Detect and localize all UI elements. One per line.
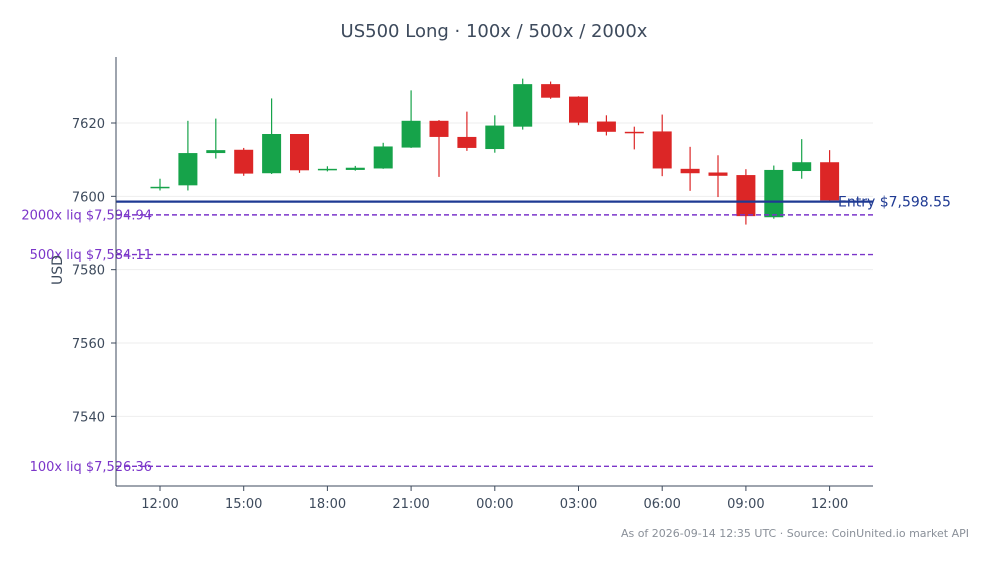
candle [624, 126, 644, 150]
candle [680, 146, 700, 191]
candle [820, 150, 840, 202]
liquidation-label: 500x liq $7,584.11 [30, 248, 152, 263]
candle-body [345, 167, 365, 170]
candle [708, 155, 728, 198]
x-tick-label: 21:00 [392, 497, 429, 512]
x-tick-label: 15:00 [225, 497, 262, 512]
candle [596, 115, 616, 136]
candle [736, 169, 756, 225]
candle-body [708, 172, 728, 176]
chart-title: US500 Long · 100x / 500x / 2000x [341, 21, 648, 42]
candle [541, 81, 561, 99]
candle [206, 118, 226, 159]
candle-body [541, 84, 561, 98]
candle [652, 114, 672, 177]
x-tick-label: 18:00 [309, 497, 346, 512]
x-tick-label: 00:00 [476, 497, 513, 512]
grid-lines [116, 122, 873, 417]
candle-body [485, 125, 505, 150]
x-tick-label: 12:00 [811, 497, 848, 512]
candle-body [736, 175, 756, 217]
candle [234, 147, 254, 176]
x-tick-label: 12:00 [141, 497, 178, 512]
candle-body [652, 131, 672, 169]
y-tick-label: 7620 [72, 117, 105, 132]
candle-body [624, 131, 644, 134]
y-tick-label: 7560 [72, 337, 105, 352]
x-tick-label: 03:00 [560, 497, 597, 512]
candle [373, 142, 393, 169]
candle-body [792, 162, 812, 172]
candle-body [457, 136, 477, 148]
candle [345, 165, 365, 171]
candle-body [401, 120, 421, 148]
candle-body [178, 153, 198, 186]
y-tick-label: 7580 [72, 264, 105, 279]
candle [485, 115, 505, 153]
candle [513, 78, 533, 130]
candle-body [317, 168, 337, 171]
candle [401, 90, 421, 148]
candle-body [429, 120, 449, 137]
y-tick-label: 7540 [72, 410, 105, 425]
candle-body [569, 96, 588, 123]
candle [792, 139, 812, 179]
candle-body [596, 121, 616, 132]
y-axis-ticks: 7540 7560 7580 7600 7620 [72, 117, 116, 425]
candle [290, 134, 309, 173]
liquidation-label: 2000x liq $7,594.94 [21, 208, 152, 223]
candle-body [764, 169, 784, 218]
candle-body [680, 168, 700, 174]
candle-body [150, 186, 170, 189]
candle-body [513, 84, 533, 127]
x-tick-label: 06:00 [643, 497, 680, 512]
reference-lines: Entry $7,598.55 2000x liq $7,594.94 500x l… [21, 195, 951, 475]
x-tick-label: 09:00 [727, 497, 764, 512]
y-tick-label: 7600 [72, 190, 105, 205]
candle [262, 98, 282, 174]
candle [150, 178, 170, 191]
candle-body [290, 134, 309, 171]
x-axis-ticks: 12:00 15:00 18:00 21:00 00:00 03:00 06:00 09:00… [141, 486, 848, 512]
candle [317, 166, 337, 172]
y-axis-label: USD [50, 255, 66, 285]
candle-body [262, 134, 282, 174]
candle [764, 165, 784, 219]
candle [178, 120, 198, 191]
footer-source: As of 2026-09-14 12:35 UTC · Source: Coi… [621, 527, 969, 540]
liquidation-label: 100x liq $7,526.36 [30, 460, 152, 475]
candles [150, 78, 840, 225]
entry-label: Entry $7,598.55 [838, 195, 951, 211]
candle-body [820, 162, 840, 201]
candle [457, 111, 477, 151]
candle [569, 96, 588, 126]
candle-body [206, 150, 226, 154]
candle-body [234, 149, 254, 174]
candle-body [373, 146, 393, 169]
candle [429, 120, 449, 177]
